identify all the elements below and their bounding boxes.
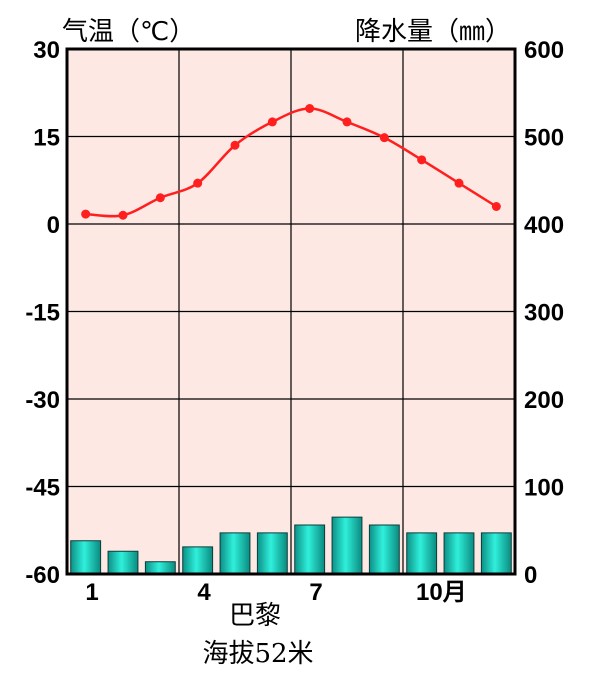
x-tick-label: 10月 bbox=[416, 579, 467, 606]
temperature-series bbox=[81, 104, 501, 220]
temperature-point-5 bbox=[230, 140, 240, 150]
precipitation-bar-9 bbox=[368, 524, 400, 575]
precipitation-bars bbox=[70, 516, 512, 575]
temp-tick-label: 0 bbox=[47, 212, 60, 239]
precipitation-bar-1 bbox=[70, 540, 102, 575]
precip-tick-label: 500 bbox=[524, 125, 564, 152]
grid bbox=[67, 49, 515, 574]
temperature-point-9 bbox=[379, 133, 389, 143]
temperature-point-4 bbox=[193, 178, 203, 188]
station-name: 巴黎 bbox=[229, 601, 281, 631]
temperature-point-11 bbox=[454, 178, 464, 188]
temperature-point-10 bbox=[417, 155, 427, 165]
x-tick-label: 4 bbox=[197, 579, 211, 606]
temperature-point-1 bbox=[81, 209, 91, 219]
plot-frame bbox=[65, 47, 517, 576]
x-axis-ticks: 1 4 7 10月 bbox=[85, 579, 466, 606]
precipitation-bar-12 bbox=[480, 532, 512, 575]
precipitation-bar-3 bbox=[144, 561, 176, 575]
temp-tick-label: -60 bbox=[25, 562, 60, 589]
temp-tick-label: 30 bbox=[33, 37, 60, 64]
precip-tick-label: 0 bbox=[524, 562, 537, 589]
temperature-point-7 bbox=[305, 104, 315, 113]
precipitation-bar-11 bbox=[443, 532, 475, 575]
temp-tick-label: 15 bbox=[33, 125, 60, 152]
right-axis-title: 降水量（㎜） bbox=[355, 17, 511, 47]
left-axis-ticks: 30 15 0 -15 -30 -45 -60 bbox=[25, 37, 60, 589]
precipitation-bar-8 bbox=[331, 516, 363, 575]
x-tick-label: 7 bbox=[309, 579, 322, 606]
precipitation-bar-7 bbox=[294, 524, 326, 575]
precip-tick-label: 400 bbox=[524, 212, 564, 239]
left-axis-title: 气温（℃） bbox=[62, 17, 195, 47]
temperature-point-8 bbox=[342, 117, 352, 127]
precipitation-bar-2 bbox=[107, 550, 139, 575]
temperature-point-12 bbox=[491, 202, 501, 211]
elevation-label: 海拔52米 bbox=[202, 639, 313, 669]
precipitation-bar-5 bbox=[219, 532, 251, 575]
temp-tick-label: -30 bbox=[25, 387, 60, 414]
x-tick-label: 1 bbox=[85, 579, 98, 606]
temp-tick-label: -45 bbox=[25, 475, 60, 502]
precipitation-bar-4 bbox=[182, 546, 214, 575]
temp-tick-label: -15 bbox=[25, 300, 60, 327]
temperature-point-3 bbox=[155, 193, 165, 203]
precipitation-bar-10 bbox=[406, 532, 438, 575]
precip-tick-label: 600 bbox=[524, 37, 564, 64]
precip-tick-label: 100 bbox=[524, 475, 564, 502]
temperature-point-2 bbox=[118, 210, 128, 220]
right-axis-ticks: 600 500 400 300 200 100 0 bbox=[524, 37, 564, 589]
temperature-point-6 bbox=[267, 117, 277, 127]
precip-tick-label: 200 bbox=[524, 387, 564, 414]
precipitation-bar-6 bbox=[256, 532, 288, 575]
precip-tick-label: 300 bbox=[524, 300, 564, 327]
